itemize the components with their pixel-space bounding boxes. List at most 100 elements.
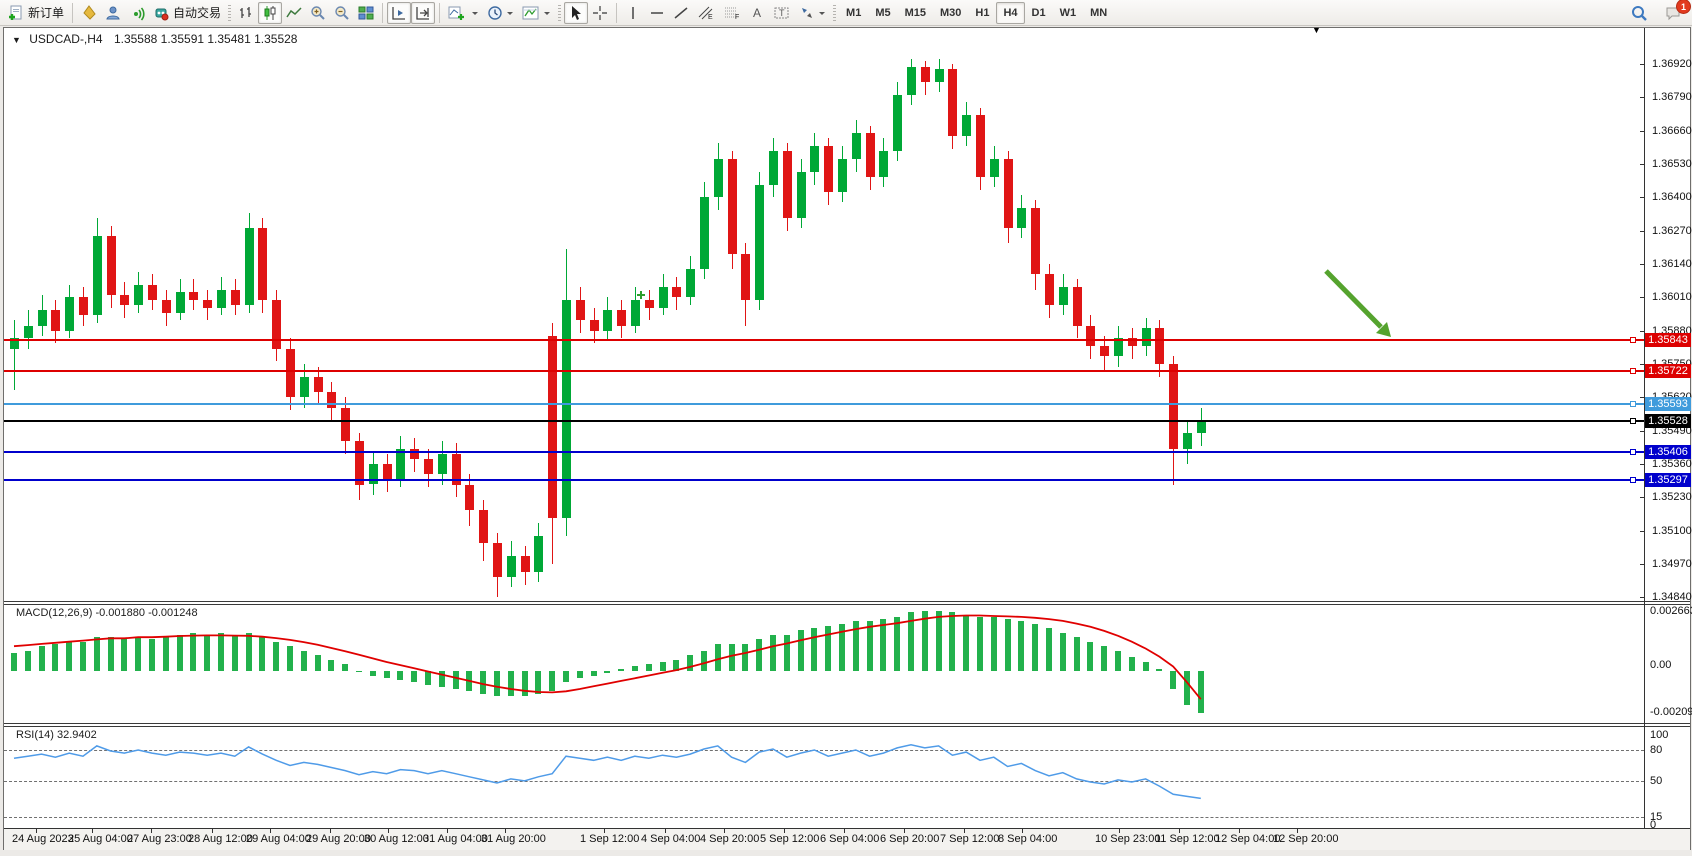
crosshair-button[interactable]	[588, 2, 612, 24]
pane-separator-macd[interactable]	[4, 601, 1690, 605]
timeframe-button-w1[interactable]: W1	[1059, 6, 1077, 19]
time-tick	[36, 829, 37, 833]
candle-body	[907, 66, 916, 95]
price-hline[interactable]	[4, 479, 1644, 481]
toolbar-grip	[558, 4, 562, 21]
price-hline[interactable]	[4, 370, 1644, 372]
candle-body	[465, 484, 475, 511]
candlestick-chart-button[interactable]	[258, 1, 283, 24]
timeframe-button-m5[interactable]: M5	[875, 6, 891, 19]
signals-button[interactable]	[125, 2, 149, 24]
market-watch-button[interactable]	[77, 2, 101, 24]
chart-shift-button[interactable]	[411, 1, 436, 24]
timeframe-button-m1[interactable]: M1	[846, 6, 862, 19]
candle-body	[879, 151, 889, 177]
bar-chart-button[interactable]	[234, 2, 258, 24]
timeframe-button-h1[interactable]: H1	[975, 6, 990, 19]
candle-body	[1045, 274, 1054, 306]
price-tick-mark	[1640, 197, 1645, 199]
candle-body	[755, 184, 765, 300]
candle-body	[299, 376, 309, 398]
add-indicator-button[interactable]	[444, 2, 483, 24]
timeframe-button-h4[interactable]: H4	[996, 1, 1025, 24]
macd-histogram-bar	[825, 625, 832, 671]
toolbar-separator	[439, 2, 441, 23]
candle-body	[1072, 287, 1082, 326]
candle-body	[644, 299, 654, 308]
candle-body	[1155, 328, 1165, 364]
hline-drag-handle[interactable]	[1630, 477, 1636, 483]
price-hline[interactable]	[4, 339, 1644, 341]
price-tick-mark	[1640, 330, 1645, 332]
macd-histogram-bar	[645, 664, 652, 671]
timeframe-button-mn[interactable]: MN	[1090, 6, 1108, 19]
dropdown-caret-icon	[507, 5, 514, 21]
timeframe-button-m30[interactable]: M30	[940, 6, 962, 19]
price-tick-mark	[1640, 297, 1645, 299]
price-tick-label: 1.35230	[1652, 491, 1692, 504]
tile-windows-icon	[358, 5, 374, 21]
time-tick	[330, 829, 331, 833]
templates-button[interactable]	[518, 2, 555, 24]
price-hline[interactable]	[4, 451, 1644, 453]
tile-windows-button[interactable]	[354, 2, 378, 24]
line-chart-button[interactable]	[282, 2, 306, 24]
candle-body	[782, 151, 792, 218]
zoom-in-button[interactable]	[306, 2, 330, 24]
time-tick	[964, 829, 965, 833]
timeframe-button-m15[interactable]: M15	[904, 6, 926, 19]
vertical-line-button[interactable]	[621, 2, 645, 24]
candle-body	[989, 158, 999, 177]
timeframe-button-d1[interactable]: D1	[1031, 6, 1046, 19]
zoom-out-button[interactable]	[330, 2, 354, 24]
macd-histogram-bar	[52, 643, 59, 671]
price-hline[interactable]	[4, 420, 1644, 422]
candle-body	[506, 556, 516, 577]
autotrade-button[interactable]: 自动交易	[149, 2, 225, 24]
periods-button[interactable]	[483, 2, 518, 24]
equidistant-channel-button[interactable]: E	[693, 2, 719, 24]
notifications-button[interactable]: 1	[1660, 0, 1691, 24]
candle-body	[893, 94, 903, 152]
chart-title: ▼ USDCAD-,H4 1.35588 1.35591 1.35481 1.3…	[12, 32, 297, 46]
rsi-label: RSI(14) 32.9402	[16, 729, 97, 741]
fibonacci-button[interactable]: F	[719, 2, 745, 24]
time-tick	[151, 829, 152, 833]
hline-drag-handle[interactable]	[1630, 401, 1636, 407]
trendline-button[interactable]	[669, 2, 693, 24]
cursor-button[interactable]	[564, 1, 589, 24]
candle-body	[920, 66, 930, 82]
hline-drag-handle[interactable]	[1630, 418, 1636, 424]
candle-body	[1114, 338, 1123, 357]
text-button[interactable]: A	[745, 2, 769, 24]
arrows-button[interactable]	[795, 2, 830, 24]
horizontal-line-button[interactable]	[645, 2, 669, 24]
text-label-button[interactable]: T	[769, 2, 795, 24]
price-axis-line	[1644, 28, 1645, 828]
pane-separator-rsi[interactable]	[4, 723, 1690, 727]
window-split-marker[interactable]: ▼	[1312, 25, 1321, 35]
macd-histogram-bar	[24, 650, 31, 671]
price-hline[interactable]	[4, 403, 1644, 405]
rsi-level-line	[4, 750, 1644, 751]
candle-body	[1003, 158, 1013, 229]
price-tick-label: 1.36400	[1652, 191, 1692, 204]
hline-drag-handle[interactable]	[1630, 449, 1636, 455]
hline-drag-handle[interactable]	[1630, 368, 1636, 374]
macd-histogram-bar	[300, 650, 307, 671]
time-tick	[447, 829, 448, 833]
profile-button[interactable]	[101, 2, 125, 24]
candle-body	[217, 289, 226, 308]
time-axis[interactable]: 24 Aug 2023 25 Aug 04:00 27 Aug 23:00 28 Au…	[4, 828, 1690, 850]
time-label: 30 Aug 12:00	[364, 833, 429, 845]
collapse-triangle-icon[interactable]: ▼	[12, 35, 21, 45]
toolbar-separator	[616, 2, 618, 23]
hline-drag-handle[interactable]	[1630, 337, 1636, 343]
macd-histogram-bar	[701, 650, 707, 671]
auto-scroll-button[interactable]	[387, 1, 412, 24]
time-label: 29 Aug 20:00	[306, 833, 371, 845]
dropdown-caret-icon	[544, 5, 551, 21]
macd-histogram-bar	[742, 643, 749, 671]
new-order-button[interactable]: 新订单	[4, 2, 68, 24]
search-button[interactable]	[1626, 2, 1652, 24]
